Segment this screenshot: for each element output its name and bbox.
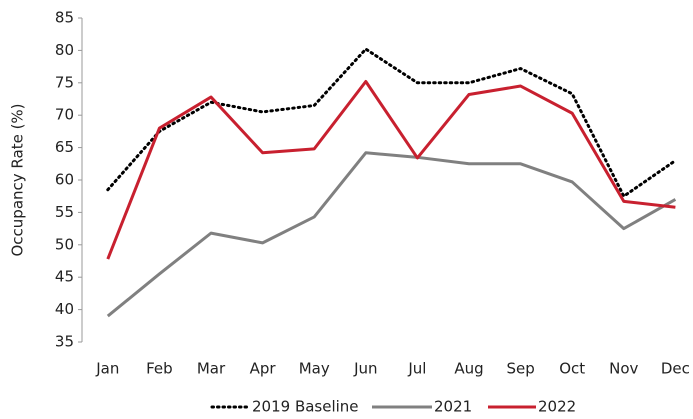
y-tick-label: 55 [55, 203, 74, 221]
y-tick-label: 85 [55, 9, 74, 27]
x-tick-label: Mar [197, 360, 226, 378]
x-tick-label: Jan [95, 360, 119, 378]
x-tick-label: Dec [661, 360, 690, 378]
legend-label: 2019 Baseline [252, 398, 359, 416]
x-tick-label: Sep [506, 360, 534, 378]
x-tick-label: Jul [407, 360, 426, 378]
series-line [106, 47, 677, 198]
y-tick-label: 60 [55, 171, 74, 189]
y-axis-title: Occupancy Rate (%) [9, 103, 27, 256]
y-tick-label: 50 [55, 235, 74, 253]
x-tick-label: Aug [454, 360, 483, 378]
x-tick-label: Apr [250, 360, 277, 378]
x-tick-label: May [299, 360, 330, 378]
y-tick-label: 70 [55, 106, 74, 124]
y-tick-label: 65 [55, 138, 74, 156]
series-line [106, 151, 677, 318]
x-tick-label: Jun [353, 360, 377, 378]
x-tick-label: Nov [609, 360, 638, 378]
y-tick-label: 80 [55, 41, 74, 59]
y-tick-label: 40 [55, 300, 74, 318]
y-tick-label: 35 [55, 333, 74, 351]
series-line [106, 80, 676, 260]
legend-label: 2022 [538, 398, 576, 416]
x-tick-label: Oct [559, 360, 585, 378]
y-tick-label: 45 [55, 268, 74, 286]
legend-label: 2021 [434, 398, 472, 416]
x-tick-label: Feb [146, 360, 173, 378]
y-tick-label: 75 [55, 73, 74, 91]
